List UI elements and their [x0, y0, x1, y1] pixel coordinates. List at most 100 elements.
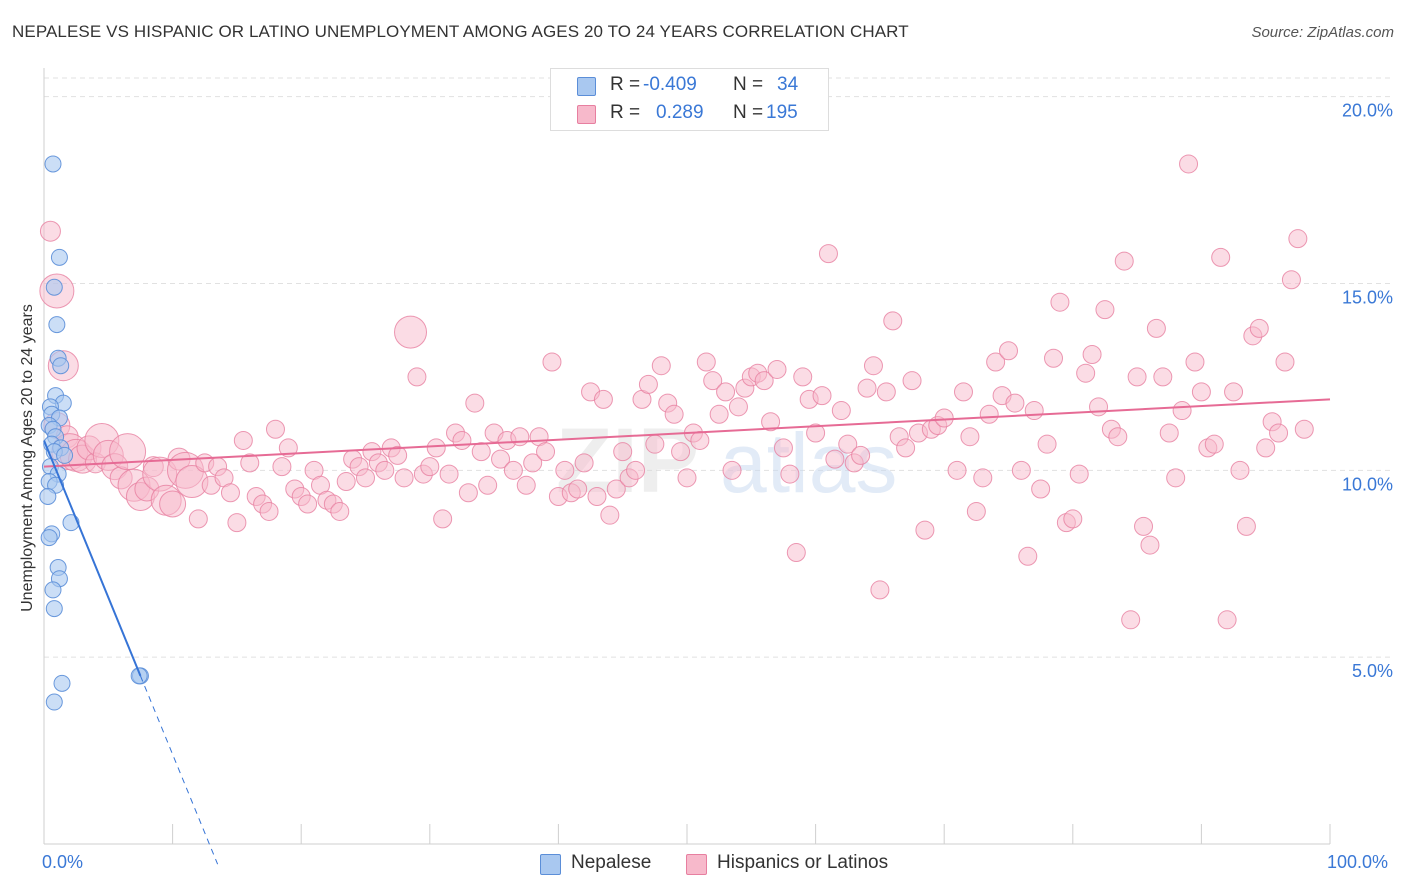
hispanic-points	[39, 154, 1314, 630]
nepalese-points	[39, 155, 149, 711]
y-tick-label: 5.0%	[1352, 661, 1393, 681]
hispanic-point	[626, 460, 646, 480]
hispanic-point	[606, 479, 626, 499]
hispanic-point	[851, 445, 871, 465]
hispanic-point	[1281, 270, 1301, 290]
hispanic-point	[1230, 460, 1250, 480]
hispanic-point	[677, 468, 697, 488]
nepalese-point	[50, 248, 68, 266]
hispanic-point	[388, 445, 408, 465]
hispanic-point	[593, 389, 613, 409]
hispanic-point	[188, 509, 208, 529]
hispanic-point	[896, 438, 916, 458]
hispanic-point	[703, 371, 723, 391]
hispanic-point	[1172, 401, 1192, 421]
hispanic-point	[1031, 479, 1051, 499]
hispanic-point	[728, 397, 748, 417]
nepalese-point	[45, 693, 63, 711]
hispanic-legend-label: Hispanics or Latinos	[717, 852, 889, 873]
hispanic-point	[1063, 509, 1083, 529]
hispanic-point	[1044, 348, 1064, 368]
hispanic-point	[613, 442, 633, 462]
hispanic-point	[863, 356, 883, 376]
hispanic-point	[973, 468, 993, 488]
hispanic-point	[272, 457, 292, 477]
hispanic-point	[109, 433, 147, 471]
nepalese-legend-swatch	[540, 854, 561, 875]
hispanic-point	[1076, 363, 1096, 383]
hispanic-point	[1211, 247, 1231, 267]
hispanic-point	[812, 386, 832, 406]
hispanic-point	[947, 460, 967, 480]
nepalese-point	[44, 155, 62, 173]
hispanic-point	[458, 483, 478, 503]
y-tick-label: 15.0%	[1342, 288, 1393, 308]
hispanic-point	[638, 374, 658, 394]
hispanic-point	[1011, 460, 1031, 480]
nepalese-point	[45, 600, 63, 618]
hispanic-swatch	[577, 105, 596, 124]
hispanic-point	[259, 501, 279, 521]
hispanic-point	[542, 352, 562, 372]
hispanic-point	[220, 483, 240, 503]
hispanic-point	[298, 494, 318, 514]
hispanic-point	[793, 367, 813, 387]
nepalese-trend-extension	[139, 675, 219, 865]
hispanic-point	[1037, 434, 1057, 454]
hispanic-point	[1185, 352, 1205, 372]
hispanic-point	[536, 442, 556, 462]
hispanic-point	[452, 430, 472, 450]
hispanic-trend-line	[43, 398, 1331, 468]
trend-lines	[43, 398, 1331, 865]
hispanic-point	[1166, 468, 1186, 488]
hispanic-point	[159, 490, 187, 518]
hispanic-point	[966, 501, 986, 521]
hispanic-point	[233, 430, 253, 450]
hispanic-point	[831, 401, 851, 421]
x-tick-min: 0.0%	[42, 852, 84, 872]
hispanic-point	[516, 475, 536, 495]
correlation-legend: R = -0.409 N = 34 R = 0.289 N = 195	[550, 68, 829, 131]
nepalese-point	[130, 667, 148, 685]
hispanic-point	[227, 513, 247, 533]
legend-r-value: -0.409	[643, 74, 697, 95]
hispanic-point	[1127, 367, 1147, 387]
nepalese-trend-line	[43, 440, 142, 677]
hispanic-point	[780, 464, 800, 484]
hispanic-point	[1069, 464, 1089, 484]
hispanic-point	[587, 486, 607, 506]
legend-r-label: R =	[610, 102, 641, 123]
legend-n-value: 34	[777, 74, 799, 95]
nepalese-point	[39, 487, 57, 505]
hispanic-point	[986, 352, 1006, 372]
hispanic-point	[1146, 318, 1166, 338]
hispanic-point	[870, 580, 890, 600]
y-tick-labels: 5.0% 10.0% 15.0% 20.0%	[1342, 101, 1393, 681]
hispanic-point	[934, 408, 954, 428]
hispanic-point	[690, 430, 710, 450]
hispanic-point	[1153, 367, 1173, 387]
hispanic-point	[433, 509, 453, 529]
nepalese-swatch	[577, 77, 596, 96]
hispanic-point	[767, 359, 787, 379]
y-tick-label: 10.0%	[1342, 474, 1393, 494]
hispanic-point	[671, 442, 691, 462]
legend-row-hispanic: R = 0.289 N = 195	[551, 101, 828, 129]
hispanic-point	[1236, 516, 1256, 536]
hispanic-point	[1275, 352, 1295, 372]
hispanic-point	[1204, 434, 1224, 454]
hispanic-point	[883, 311, 903, 331]
hispanic-point	[979, 404, 999, 424]
hispanic-point	[1179, 154, 1199, 174]
hispanic-point	[600, 505, 620, 525]
hispanic-point	[240, 453, 260, 473]
hispanic-point	[722, 460, 742, 480]
nepalese-point	[53, 674, 71, 692]
hispanic-point	[278, 438, 298, 458]
hispanic-point	[330, 501, 350, 521]
nepalese-point	[48, 316, 66, 334]
hispanic-point	[1095, 300, 1115, 320]
hispanic-point	[478, 475, 498, 495]
hispanic-point	[786, 543, 806, 563]
